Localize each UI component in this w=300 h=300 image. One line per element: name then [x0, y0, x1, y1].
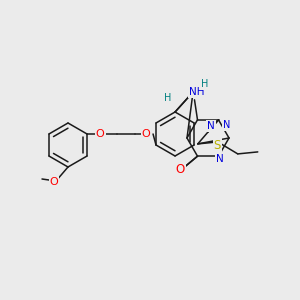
Text: H: H	[164, 93, 172, 103]
Text: NH: NH	[189, 87, 204, 97]
Text: O: O	[176, 163, 185, 176]
Text: N: N	[216, 154, 224, 164]
Text: S: S	[214, 140, 221, 152]
Text: O: O	[96, 129, 104, 139]
Text: O: O	[50, 177, 58, 187]
Text: H: H	[201, 79, 208, 89]
Text: N: N	[207, 121, 215, 131]
Text: N: N	[223, 120, 230, 130]
Text: O: O	[142, 129, 150, 139]
